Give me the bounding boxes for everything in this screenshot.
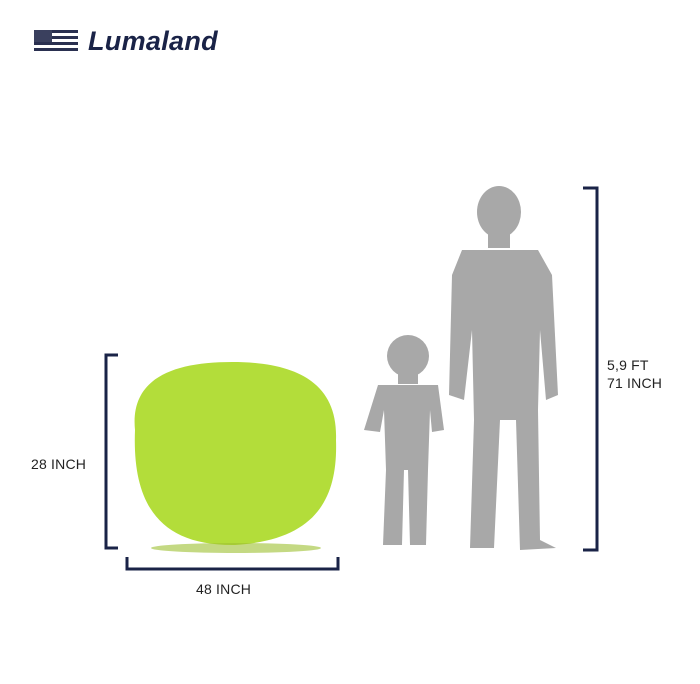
height-label: 28 INCH — [31, 456, 87, 472]
us-flag-icon — [34, 30, 78, 51]
adult-silhouette — [449, 186, 558, 550]
brand-logo: Lumaland — [88, 26, 218, 56]
width-label: 48 INCH — [196, 581, 252, 597]
person-height-ft-label: 5,9 FT — [607, 357, 649, 373]
child-silhouette — [364, 335, 444, 545]
beanbag-image — [134, 362, 337, 553]
height-bracket — [104, 353, 118, 550]
dimension-brackets — [104, 186, 599, 571]
width-bracket — [125, 557, 340, 571]
person-height-inch-label: 71 INCH — [607, 375, 663, 391]
person-height-bracket — [583, 186, 599, 552]
